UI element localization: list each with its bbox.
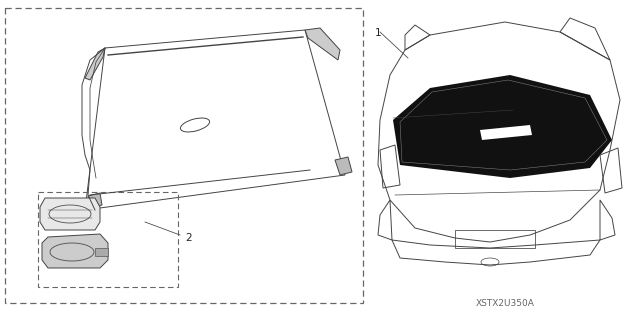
Polygon shape	[480, 125, 532, 140]
Polygon shape	[88, 193, 102, 208]
Text: 1: 1	[375, 28, 381, 38]
Bar	[5, 8, 363, 303]
Polygon shape	[40, 198, 100, 230]
Polygon shape	[85, 48, 105, 80]
Bar	[38, 192, 178, 287]
Text: 2: 2	[185, 233, 191, 243]
Bar	[455, 230, 535, 248]
Polygon shape	[335, 157, 352, 175]
Polygon shape	[305, 28, 340, 60]
Polygon shape	[42, 234, 108, 268]
Polygon shape	[95, 248, 108, 256]
Text: XSTX2U350A: XSTX2U350A	[476, 299, 534, 308]
Polygon shape	[393, 75, 612, 178]
